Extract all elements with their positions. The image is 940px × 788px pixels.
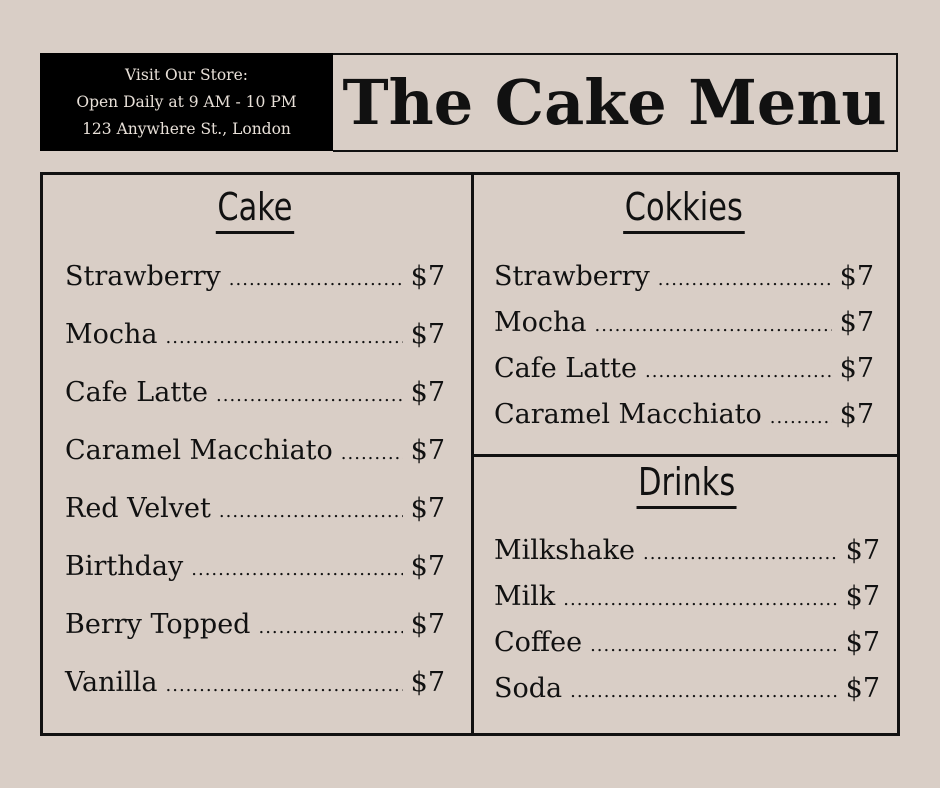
item-name: Vanilla: [65, 667, 158, 698]
item-name: Berry Topped: [65, 609, 251, 640]
dot-leader: [590, 635, 838, 656]
item-name: Milkshake: [494, 535, 635, 566]
dot-leader: [341, 443, 403, 464]
store-address: 123 Anywhere St., London: [82, 119, 291, 138]
item-name: Milk: [494, 581, 556, 612]
horizontal-divider: [474, 454, 897, 457]
dot-leader: [219, 501, 403, 522]
item-price: $7: [410, 377, 445, 408]
store-info: Visit Our Store: Open Daily at 9 AM - 10…: [40, 53, 333, 151]
menu-item: Cafe Latte $7: [65, 377, 445, 408]
item-price: $7: [410, 551, 445, 582]
dot-leader: [191, 559, 402, 580]
item-name: Red Velvet: [65, 493, 211, 524]
menu-item: Caramel Macchiato $7: [494, 399, 874, 430]
item-price: $7: [410, 435, 445, 466]
item-name: Mocha: [65, 319, 158, 350]
menu-title: The Cake Menu: [342, 66, 887, 139]
menu-item: Mocha $7: [494, 307, 874, 338]
item-price: $7: [845, 581, 880, 612]
item-price: $7: [410, 667, 445, 698]
dot-leader: [258, 617, 402, 638]
item-price: $7: [410, 609, 445, 640]
item-price: $7: [839, 399, 874, 430]
menu-item: Milk $7: [494, 581, 880, 612]
item-price: $7: [845, 535, 880, 566]
store-heading: Visit Our Store:: [125, 65, 248, 84]
dot-leader: [166, 675, 403, 696]
item-name: Caramel Macchiato: [494, 399, 762, 430]
section-heading: Cokkies: [494, 185, 874, 234]
menu-item: Strawberry $7: [494, 261, 874, 292]
dot-leader: [216, 385, 403, 406]
menu-item: Red Velvet $7: [65, 493, 445, 524]
item-name: Birthday: [65, 551, 184, 582]
menu-item: Vanilla $7: [65, 667, 445, 698]
item-name: Caramel Macchiato: [65, 435, 333, 466]
item-name: Strawberry: [65, 261, 221, 292]
item-price: $7: [845, 627, 880, 658]
dot-leader: [645, 361, 832, 382]
dot-leader: [570, 681, 838, 702]
menu-item: Coffee $7: [494, 627, 880, 658]
dot-leader: [229, 269, 403, 290]
menu-item: Mocha $7: [65, 319, 445, 350]
dot-leader: [770, 407, 832, 428]
section-heading-text: Cake: [215, 185, 295, 234]
vertical-divider: [471, 175, 474, 733]
store-hours: Open Daily at 9 AM - 10 PM: [76, 92, 297, 111]
dot-leader: [166, 327, 403, 348]
item-name: Strawberry: [494, 261, 650, 292]
menu-item: Berry Topped $7: [65, 609, 445, 640]
item-price: $7: [839, 261, 874, 292]
dot-leader: [643, 543, 838, 564]
item-price: $7: [845, 673, 880, 704]
section-heading: Cake: [65, 185, 445, 234]
dot-leader: [595, 315, 832, 336]
section-heading-text: Drinks: [636, 460, 738, 509]
menu-item: Milkshake $7: [494, 535, 880, 566]
item-price: $7: [410, 493, 445, 524]
item-name: Coffee: [494, 627, 583, 658]
menu-item: Strawberry $7: [65, 261, 445, 292]
item-price: $7: [410, 319, 445, 350]
item-name: Cafe Latte: [494, 353, 638, 384]
item-price: $7: [839, 353, 874, 384]
item-name: Mocha: [494, 307, 587, 338]
section-heading: Drinks: [494, 460, 880, 509]
menu-item: Cafe Latte $7: [494, 353, 874, 384]
dot-leader: [658, 269, 832, 290]
menu-item: Birthday $7: [65, 551, 445, 582]
section-heading-text: Cokkies: [623, 185, 745, 234]
menu-item: Soda $7: [494, 673, 880, 704]
item-name: Cafe Latte: [65, 377, 209, 408]
dot-leader: [563, 589, 837, 610]
item-price: $7: [839, 307, 874, 338]
menu-item: Caramel Macchiato $7: [65, 435, 445, 466]
item-price: $7: [410, 261, 445, 292]
item-name: Soda: [494, 673, 563, 704]
title-box: The Cake Menu: [333, 53, 898, 152]
